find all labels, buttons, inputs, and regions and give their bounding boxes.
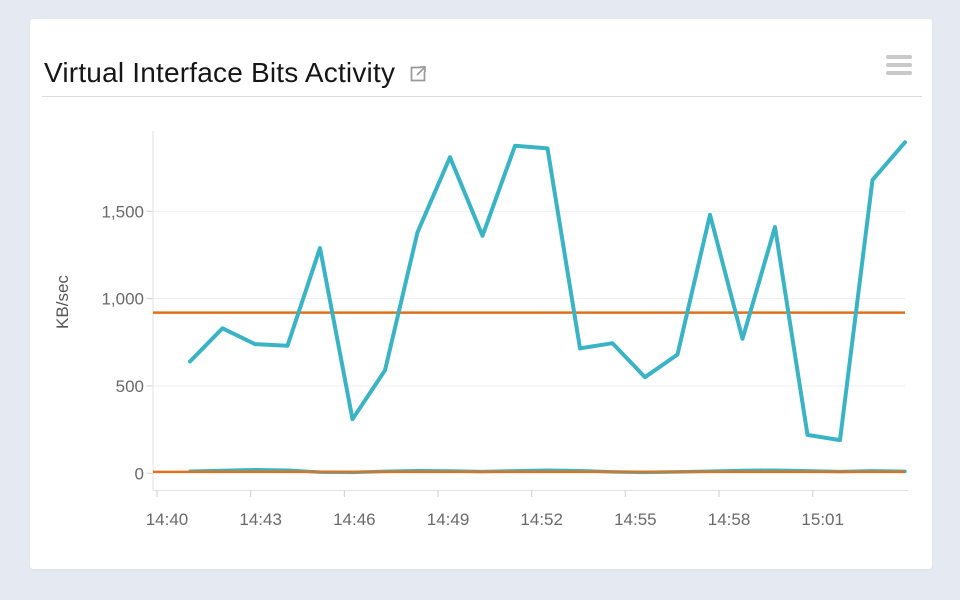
y-tick-label: 1,000 xyxy=(101,290,144,309)
y-tick-label: 1,500 xyxy=(101,202,144,221)
series-line-main xyxy=(188,140,907,443)
x-tick-label: 14:55 xyxy=(614,510,657,529)
x-tick-label: 15:01 xyxy=(801,510,844,529)
y-axis-title: KB/sec xyxy=(53,275,72,329)
line-chart-canvas: 0 500 1,000 1,500 14:40 14:43 14:46 14:49 14:52 1… xyxy=(53,131,908,529)
x-tick-label: 14:40 xyxy=(146,510,189,529)
card-header: Virtual Interface Bits Activity xyxy=(44,19,922,96)
page-title: Virtual Interface Bits Activity xyxy=(44,57,396,88)
external-link-icon[interactable] xyxy=(408,64,428,84)
header-divider xyxy=(42,96,922,97)
menu-icon[interactable] xyxy=(886,55,912,75)
x-tick-label: 14:52 xyxy=(520,510,563,529)
chart-card: Virtual Interface Bits Activity 0 500 1,00… xyxy=(30,19,932,569)
menu-bar xyxy=(886,63,912,67)
x-tick-label: 14:49 xyxy=(427,510,470,529)
menu-bar xyxy=(886,55,912,59)
y-tick-label: 500 xyxy=(116,377,144,396)
x-tick-label: 14:43 xyxy=(239,510,282,529)
x-tick-label: 14:58 xyxy=(708,510,751,529)
y-tick-label: 0 xyxy=(135,464,144,483)
x-tick-label: 14:46 xyxy=(333,510,376,529)
menu-bar xyxy=(886,71,912,75)
activity-chart: 0 500 1,000 1,500 14:40 14:43 14:46 14:49 14:52 1… xyxy=(30,19,932,569)
